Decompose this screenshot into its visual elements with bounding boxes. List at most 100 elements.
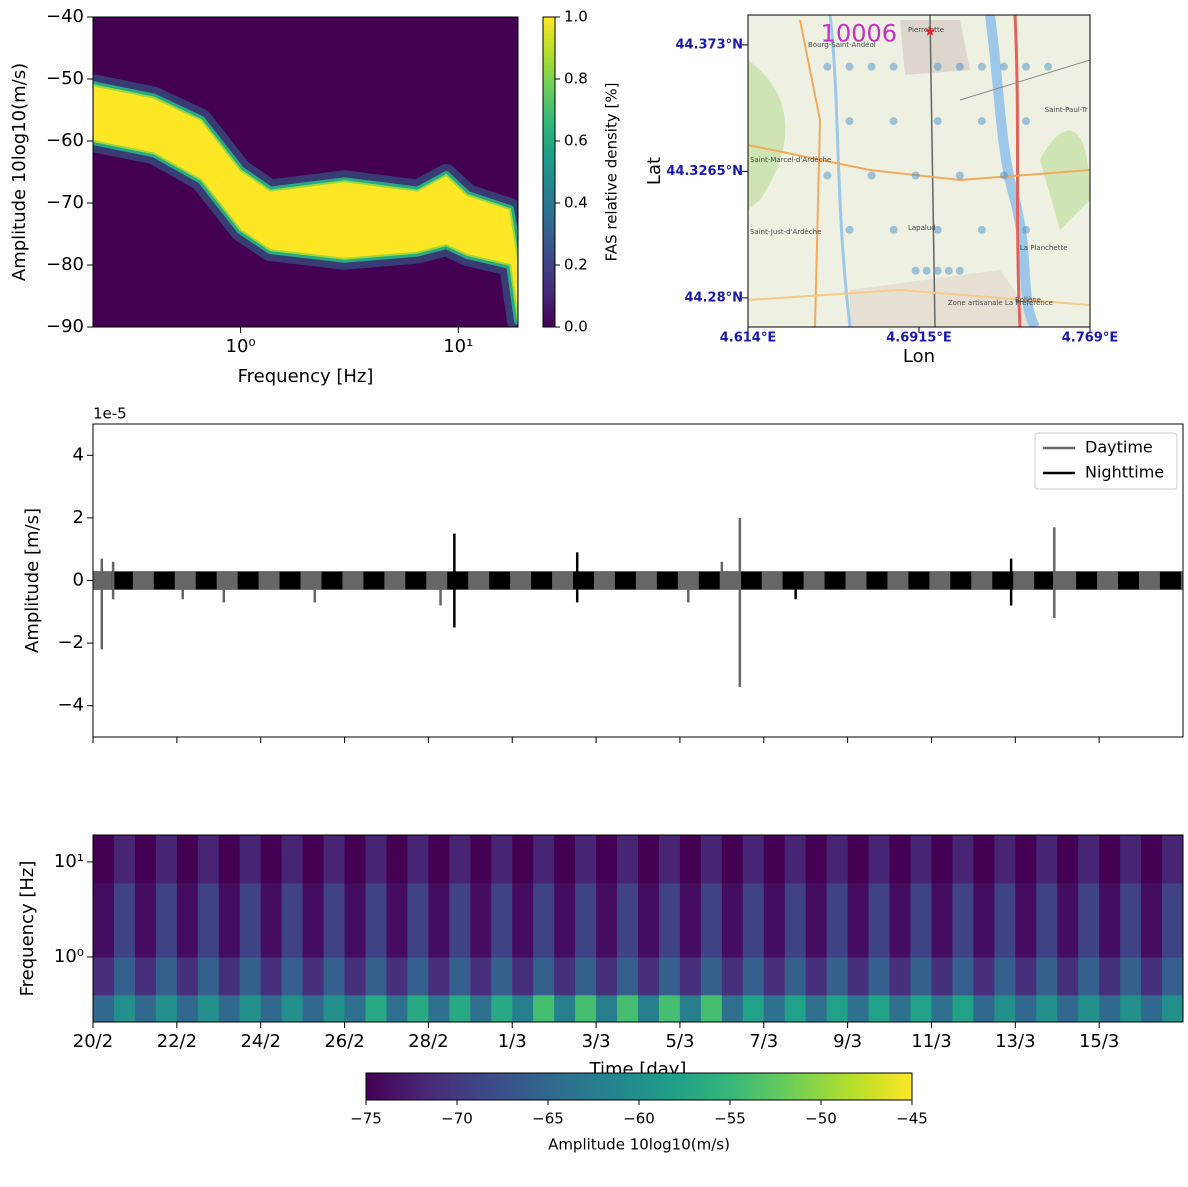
heatmap-cell xyxy=(638,994,660,1023)
place-name: Saint-Just-d'Ardèche xyxy=(750,228,821,236)
heatmap-cell xyxy=(1078,994,1100,1023)
sensor xyxy=(922,266,931,275)
heatmap-cell xyxy=(1078,835,1100,884)
heatmap-cell xyxy=(491,835,513,884)
x-tick-label: 4.614°E xyxy=(720,331,777,346)
heatmap-cell xyxy=(994,835,1016,884)
sensor xyxy=(1044,62,1053,71)
sensor xyxy=(1022,117,1031,126)
plot-area xyxy=(93,835,1184,1023)
heatmap-cell xyxy=(1120,956,1142,996)
heatmap-cell xyxy=(344,835,366,884)
colorbar-tick-label: 0.2 xyxy=(564,256,588,274)
heatmap-cell xyxy=(847,835,870,884)
place-name: Bourg-Saint-Andéol xyxy=(808,41,876,49)
heatmap-cell xyxy=(407,994,429,1023)
colorbar-tick-label: 0.8 xyxy=(564,70,588,88)
y-tick-label: 10⁰ xyxy=(54,946,84,967)
heatmap-cell xyxy=(93,835,115,884)
place-name: Bollène xyxy=(1015,296,1041,304)
heatmap-cell xyxy=(617,956,639,996)
heatmap-cell xyxy=(826,883,849,958)
heatmap-cell xyxy=(344,994,366,1023)
heatmap-cell xyxy=(323,994,346,1023)
heatmap-cell xyxy=(428,994,450,1023)
heatmap-cell xyxy=(407,956,429,996)
heatmap-cell xyxy=(554,883,576,958)
heatmap-cell xyxy=(868,835,891,884)
nighttime-envelope xyxy=(237,571,259,590)
colorbar-tick-label: 0.6 xyxy=(564,132,588,150)
heatmap-cell xyxy=(763,883,786,958)
heatmap-cell xyxy=(1141,956,1163,996)
nighttime-envelope xyxy=(1159,571,1181,590)
heatmap-cell xyxy=(134,835,157,884)
sensor xyxy=(1022,225,1031,234)
heatmap-cell xyxy=(1036,835,1058,884)
heatmap-cell xyxy=(554,994,576,1023)
heatmap-cell xyxy=(386,956,408,996)
y-tick-label: −50 xyxy=(46,68,84,89)
heatmap-cell xyxy=(1015,994,1037,1023)
heatmap-cell xyxy=(239,883,262,958)
heatmap-cell xyxy=(93,883,115,958)
heatmap-cell xyxy=(952,994,974,1023)
sensor xyxy=(845,62,854,71)
heatmap-cell xyxy=(134,994,157,1023)
heatmap-cell xyxy=(533,994,555,1023)
heatmap-cell xyxy=(575,883,597,958)
heatmap-cell xyxy=(1099,956,1121,996)
x-axis-label: Lon xyxy=(903,346,935,367)
heatmap-cell xyxy=(1141,835,1163,884)
heatmap-cell xyxy=(742,956,765,996)
heatmap-cell xyxy=(302,956,325,996)
heatmap-cell xyxy=(952,956,974,996)
heatmap-cell xyxy=(365,835,387,884)
sensor xyxy=(999,62,1008,71)
heatmap-cell xyxy=(910,835,932,884)
heatmap-cell xyxy=(512,835,534,884)
heatmap-cell xyxy=(763,835,786,884)
heatmap-cell xyxy=(575,994,597,1023)
sensor xyxy=(889,225,898,234)
heatmap-cell xyxy=(407,835,429,884)
heatmap-cell xyxy=(596,883,618,958)
heatmap-cell xyxy=(491,994,513,1023)
plot-frame xyxy=(92,16,519,328)
heatmap-cell xyxy=(889,994,911,1023)
heatmap-cell xyxy=(113,835,136,884)
heatmap-cell xyxy=(176,956,199,996)
y-tick-label: 44.373°N xyxy=(675,37,743,52)
heatmap-cell xyxy=(742,994,765,1023)
heatmap-cell xyxy=(197,994,220,1023)
heatmap-cell xyxy=(596,956,618,996)
nighttime-envelope xyxy=(992,571,1014,590)
heatmap-cell xyxy=(575,835,597,884)
heatmap-cell xyxy=(784,994,807,1023)
heatmap-cell xyxy=(679,956,702,996)
nighttime-envelope xyxy=(782,571,804,590)
heatmap-cell xyxy=(700,883,723,958)
heatmap-cell xyxy=(638,956,660,996)
colorbar-tick-label: 1.0 xyxy=(564,8,588,26)
heatmap-cell xyxy=(826,994,849,1023)
heatmap-cell xyxy=(617,883,639,958)
plot-area xyxy=(93,517,1183,687)
heatmap-cell xyxy=(638,883,660,958)
heatmap-cell xyxy=(700,835,723,884)
heatmap-cell xyxy=(281,994,304,1023)
heatmap-cell xyxy=(554,835,576,884)
heatmap-cell xyxy=(1162,994,1184,1023)
heatmap-cell xyxy=(973,956,995,996)
heatmap-cell xyxy=(323,956,346,996)
y-tick-label: −90 xyxy=(46,316,84,337)
heatmap-cell xyxy=(1120,883,1142,958)
heatmap-cell xyxy=(679,994,702,1023)
heatmap-cell xyxy=(218,994,241,1023)
x-tick-label: 9/3 xyxy=(833,1031,862,1052)
sensor xyxy=(889,62,898,71)
heatmap-cell xyxy=(805,883,828,958)
heatmap-cell xyxy=(491,956,513,996)
y-tick-label: −4 xyxy=(57,695,84,716)
heatmap-cell xyxy=(281,956,304,996)
